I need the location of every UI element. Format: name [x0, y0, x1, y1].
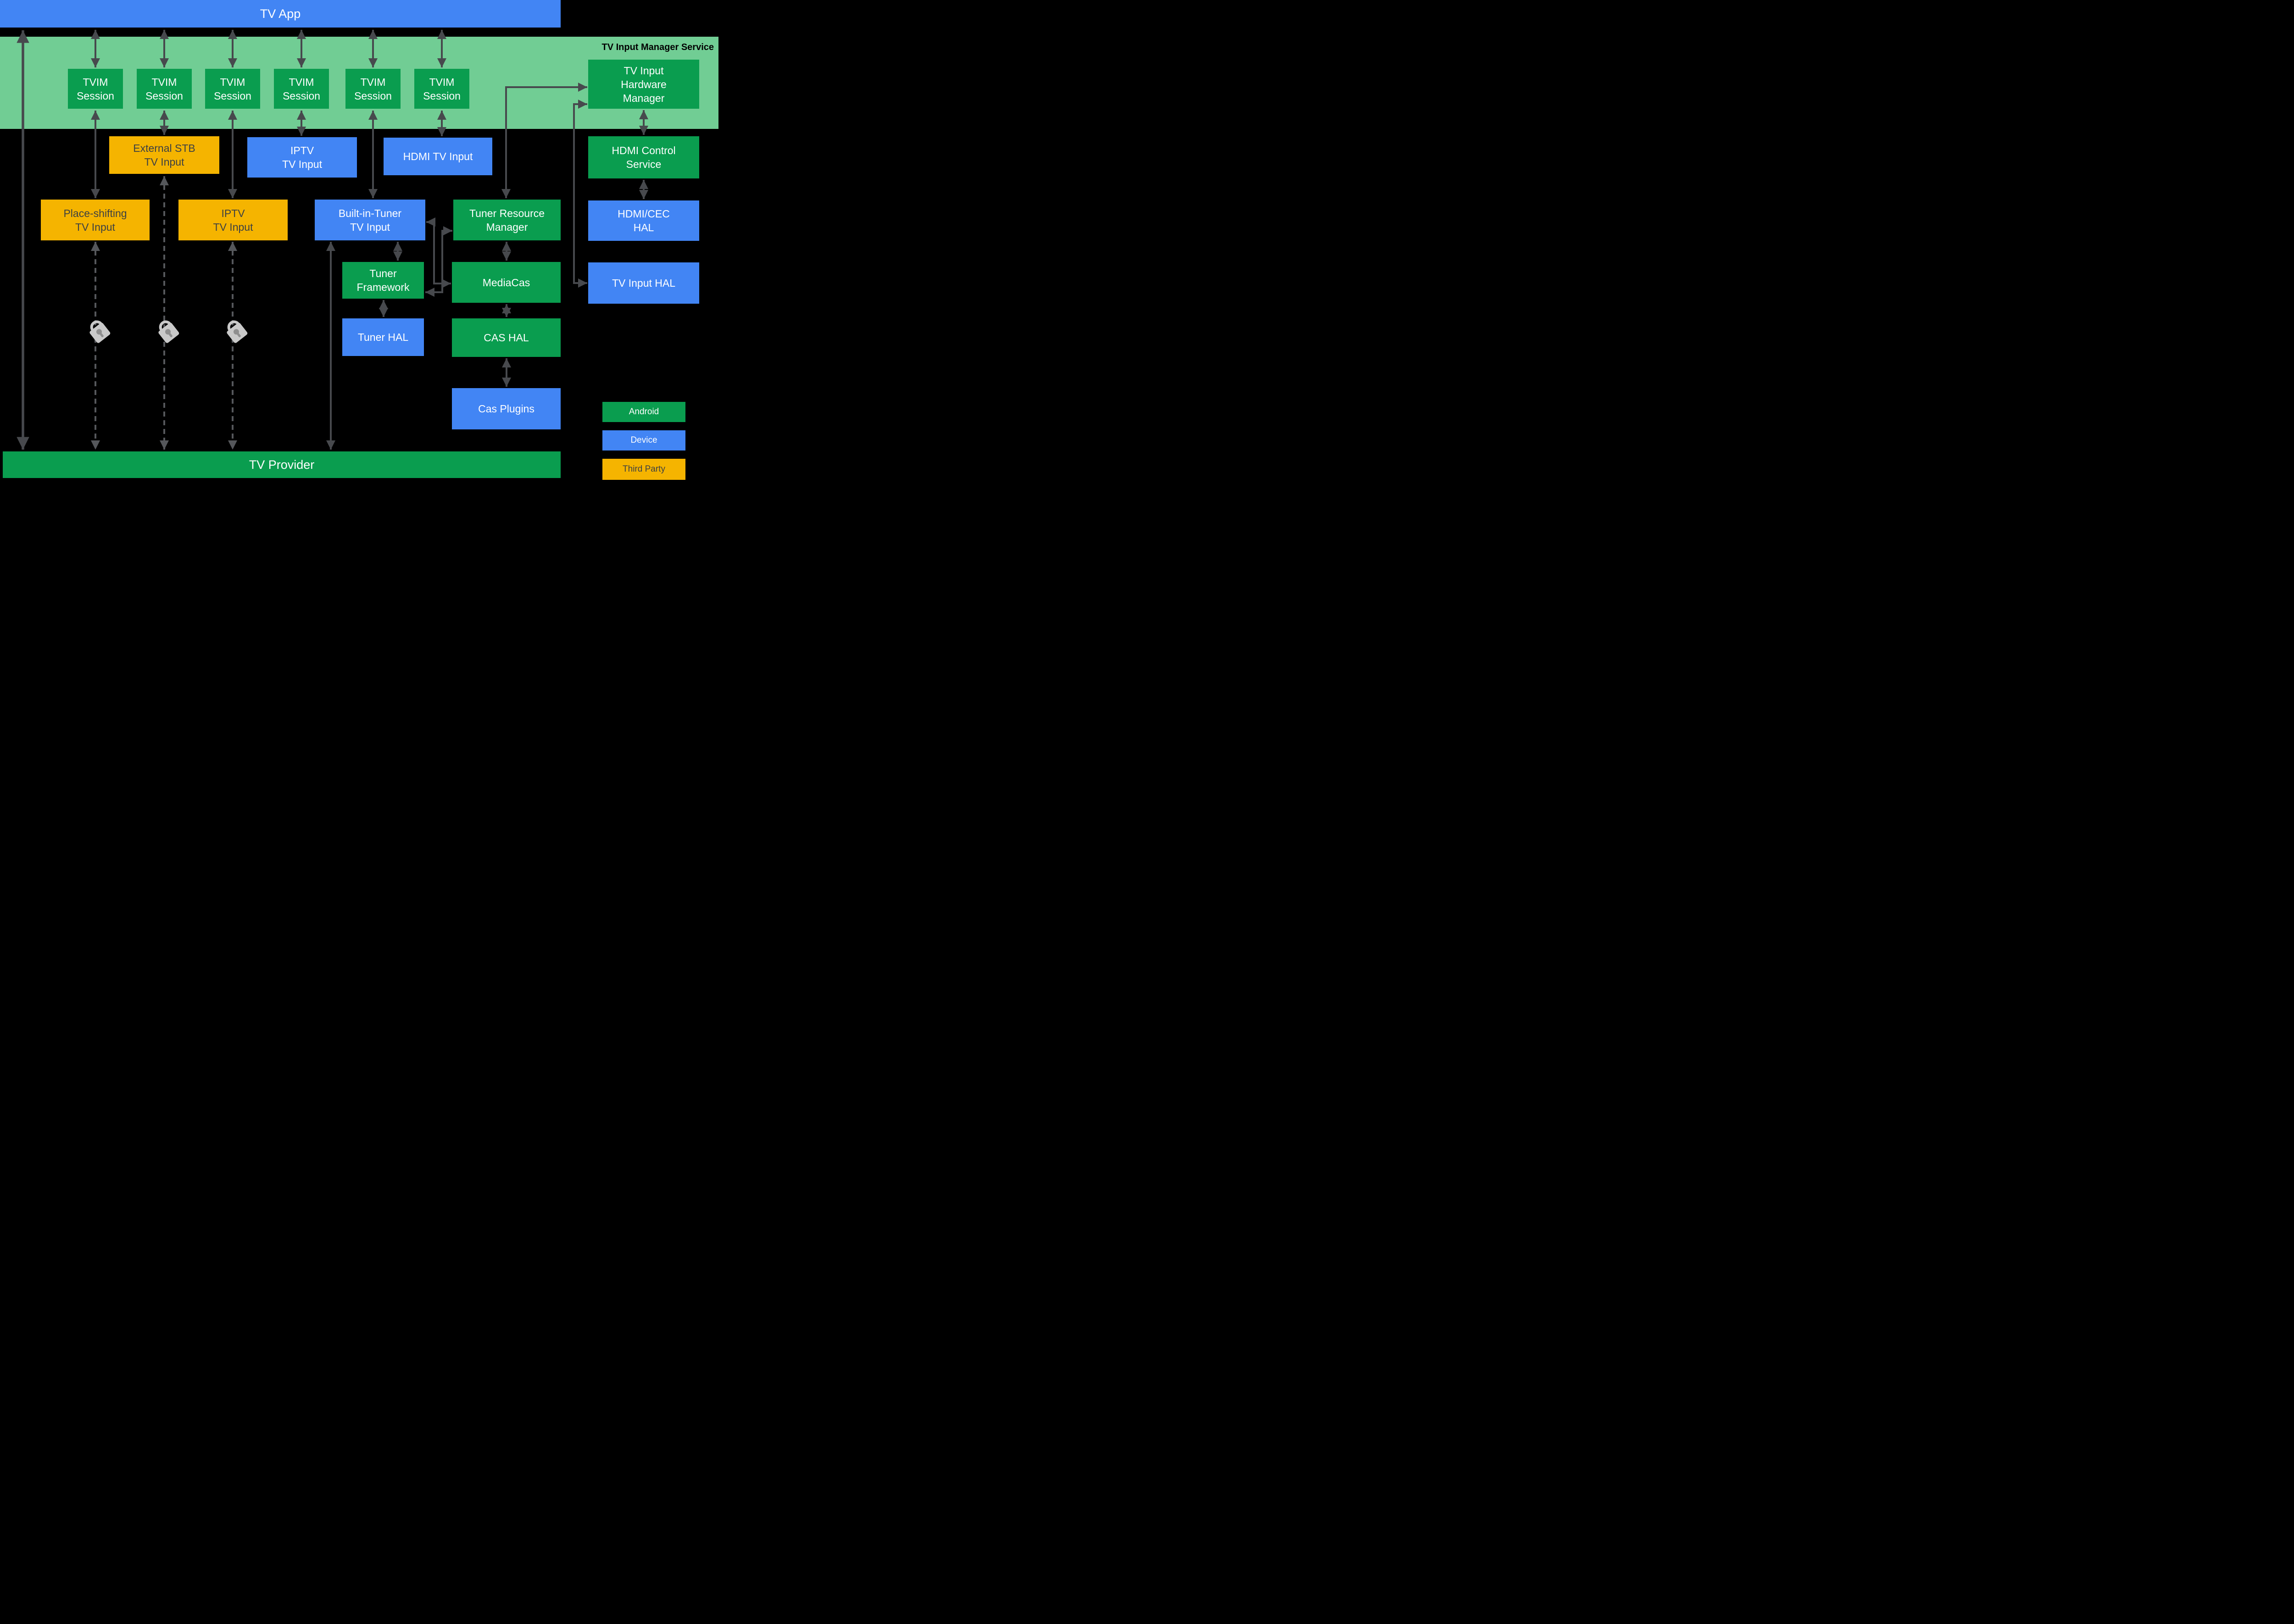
elbow-tunerresource-hwmanager	[501, 83, 587, 198]
node-iptv-tv-input-device: IPTV TV Input	[247, 137, 357, 178]
legend-android: Android	[602, 402, 685, 422]
node-tv-input-hardware-manager: TV Input Hardware Manager	[588, 60, 699, 109]
node-tuner-framework: Tuner Framework	[342, 262, 424, 299]
lock-icon	[227, 320, 248, 343]
node-mediacas: MediaCas	[452, 262, 561, 303]
legend-third-party: Third Party	[602, 459, 685, 480]
node-tv-app: TV App	[0, 0, 561, 28]
elbow-tunerframework-tunerresource	[425, 226, 452, 297]
node-tv-input-hal: TV Input HAL	[588, 262, 699, 304]
node-iptv-tv-input-thirdparty: IPTV TV Input	[178, 200, 288, 240]
node-tvim-session-2: TVIM Session	[137, 69, 192, 109]
lock-icon	[89, 320, 111, 343]
node-tvim-session-5: TVIM Session	[345, 69, 401, 109]
node-external-stb-tv-input: External STB TV Input	[109, 136, 219, 174]
band-title: TV Input Manager Service	[601, 42, 714, 52]
node-tvim-session-6: TVIM Session	[414, 69, 469, 109]
node-cas-plugins: Cas Plugins	[452, 388, 561, 429]
legend-device: Device	[602, 430, 685, 450]
connector-layer	[17, 30, 648, 450]
node-tuner-resource-manager: Tuner Resource Manager	[453, 200, 561, 240]
node-tuner-hal: Tuner HAL	[342, 318, 424, 356]
node-hdmi-cec-hal: HDMI/CEC HAL	[588, 200, 699, 241]
node-hdmi-tv-input: HDMI TV Input	[384, 138, 492, 175]
elbow-tvinputhal-hwmanager	[573, 100, 587, 288]
node-place-shifting-tv-input: Place-shifting TV Input	[41, 200, 150, 240]
lock-icon	[158, 320, 179, 343]
node-tvim-session-3: TVIM Session	[205, 69, 260, 109]
node-tvim-session-4: TVIM Session	[274, 69, 329, 109]
node-hdmi-control-service: HDMI Control Service	[588, 136, 699, 178]
node-built-in-tuner-tv-input: Built-in-Tuner TV Input	[315, 200, 425, 240]
node-tvim-session-1: TVIM Session	[68, 69, 123, 109]
node-tv-provider: TV Provider	[3, 451, 561, 478]
node-cas-hal: CAS HAL	[452, 318, 561, 357]
diagram-canvas: TV Input Manager Service	[0, 0, 718, 484]
